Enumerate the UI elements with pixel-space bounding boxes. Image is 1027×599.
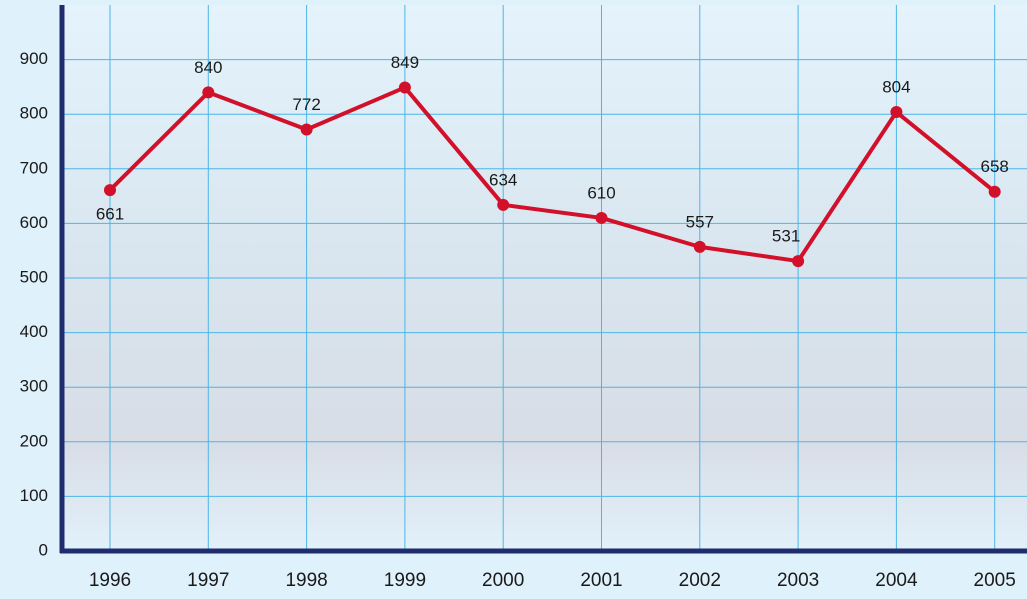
point xyxy=(792,255,805,268)
y-tick-label: 400 xyxy=(20,322,48,341)
point xyxy=(988,185,1001,198)
y-tick-label: 200 xyxy=(20,431,48,450)
data-label: 531 xyxy=(772,227,800,246)
x-tick-label: 2004 xyxy=(875,570,918,591)
marks: 661 840 772 849 634 610 557 531 804 658 xyxy=(96,53,1009,268)
x-tick-label: 2000 xyxy=(482,570,524,591)
data-label: 840 xyxy=(194,58,222,77)
y-tick-label: 700 xyxy=(20,158,48,177)
x-tick-label: 1996 xyxy=(89,570,131,591)
point xyxy=(202,86,215,99)
point xyxy=(890,106,903,119)
point xyxy=(595,211,608,224)
data-label: 557 xyxy=(686,212,714,231)
point xyxy=(104,184,116,197)
x-tick-label: 1998 xyxy=(285,570,327,591)
data-label: 661 xyxy=(96,205,124,224)
data-label: 849 xyxy=(391,53,419,72)
y-tick-label: 500 xyxy=(20,267,48,286)
point xyxy=(398,81,411,94)
data-label: 634 xyxy=(489,170,517,189)
data-label: 610 xyxy=(587,183,615,202)
y-tick-label: 800 xyxy=(20,104,48,123)
y-tick-label: 900 xyxy=(20,49,48,68)
y-tick-label: 100 xyxy=(20,486,48,505)
x-tick-label: 2002 xyxy=(679,570,721,591)
grid xyxy=(62,5,1027,551)
data-label: 658 xyxy=(981,157,1009,176)
line xyxy=(108,85,996,264)
x-tick-label: 2003 xyxy=(777,570,819,591)
data-label: 804 xyxy=(882,78,910,97)
y-tick-label: 0 xyxy=(39,540,48,559)
point xyxy=(693,240,706,253)
data-label: 772 xyxy=(292,95,320,114)
y-tick-label: 300 xyxy=(20,377,48,396)
point xyxy=(300,123,313,136)
x-tick-label: 2005 xyxy=(974,570,1016,591)
x-tick-label: 1999 xyxy=(384,570,426,591)
point xyxy=(497,198,510,211)
y-tick-label: 600 xyxy=(20,213,48,232)
x-tick-label: 2001 xyxy=(580,570,622,591)
x-tick-label: 1997 xyxy=(187,570,229,591)
